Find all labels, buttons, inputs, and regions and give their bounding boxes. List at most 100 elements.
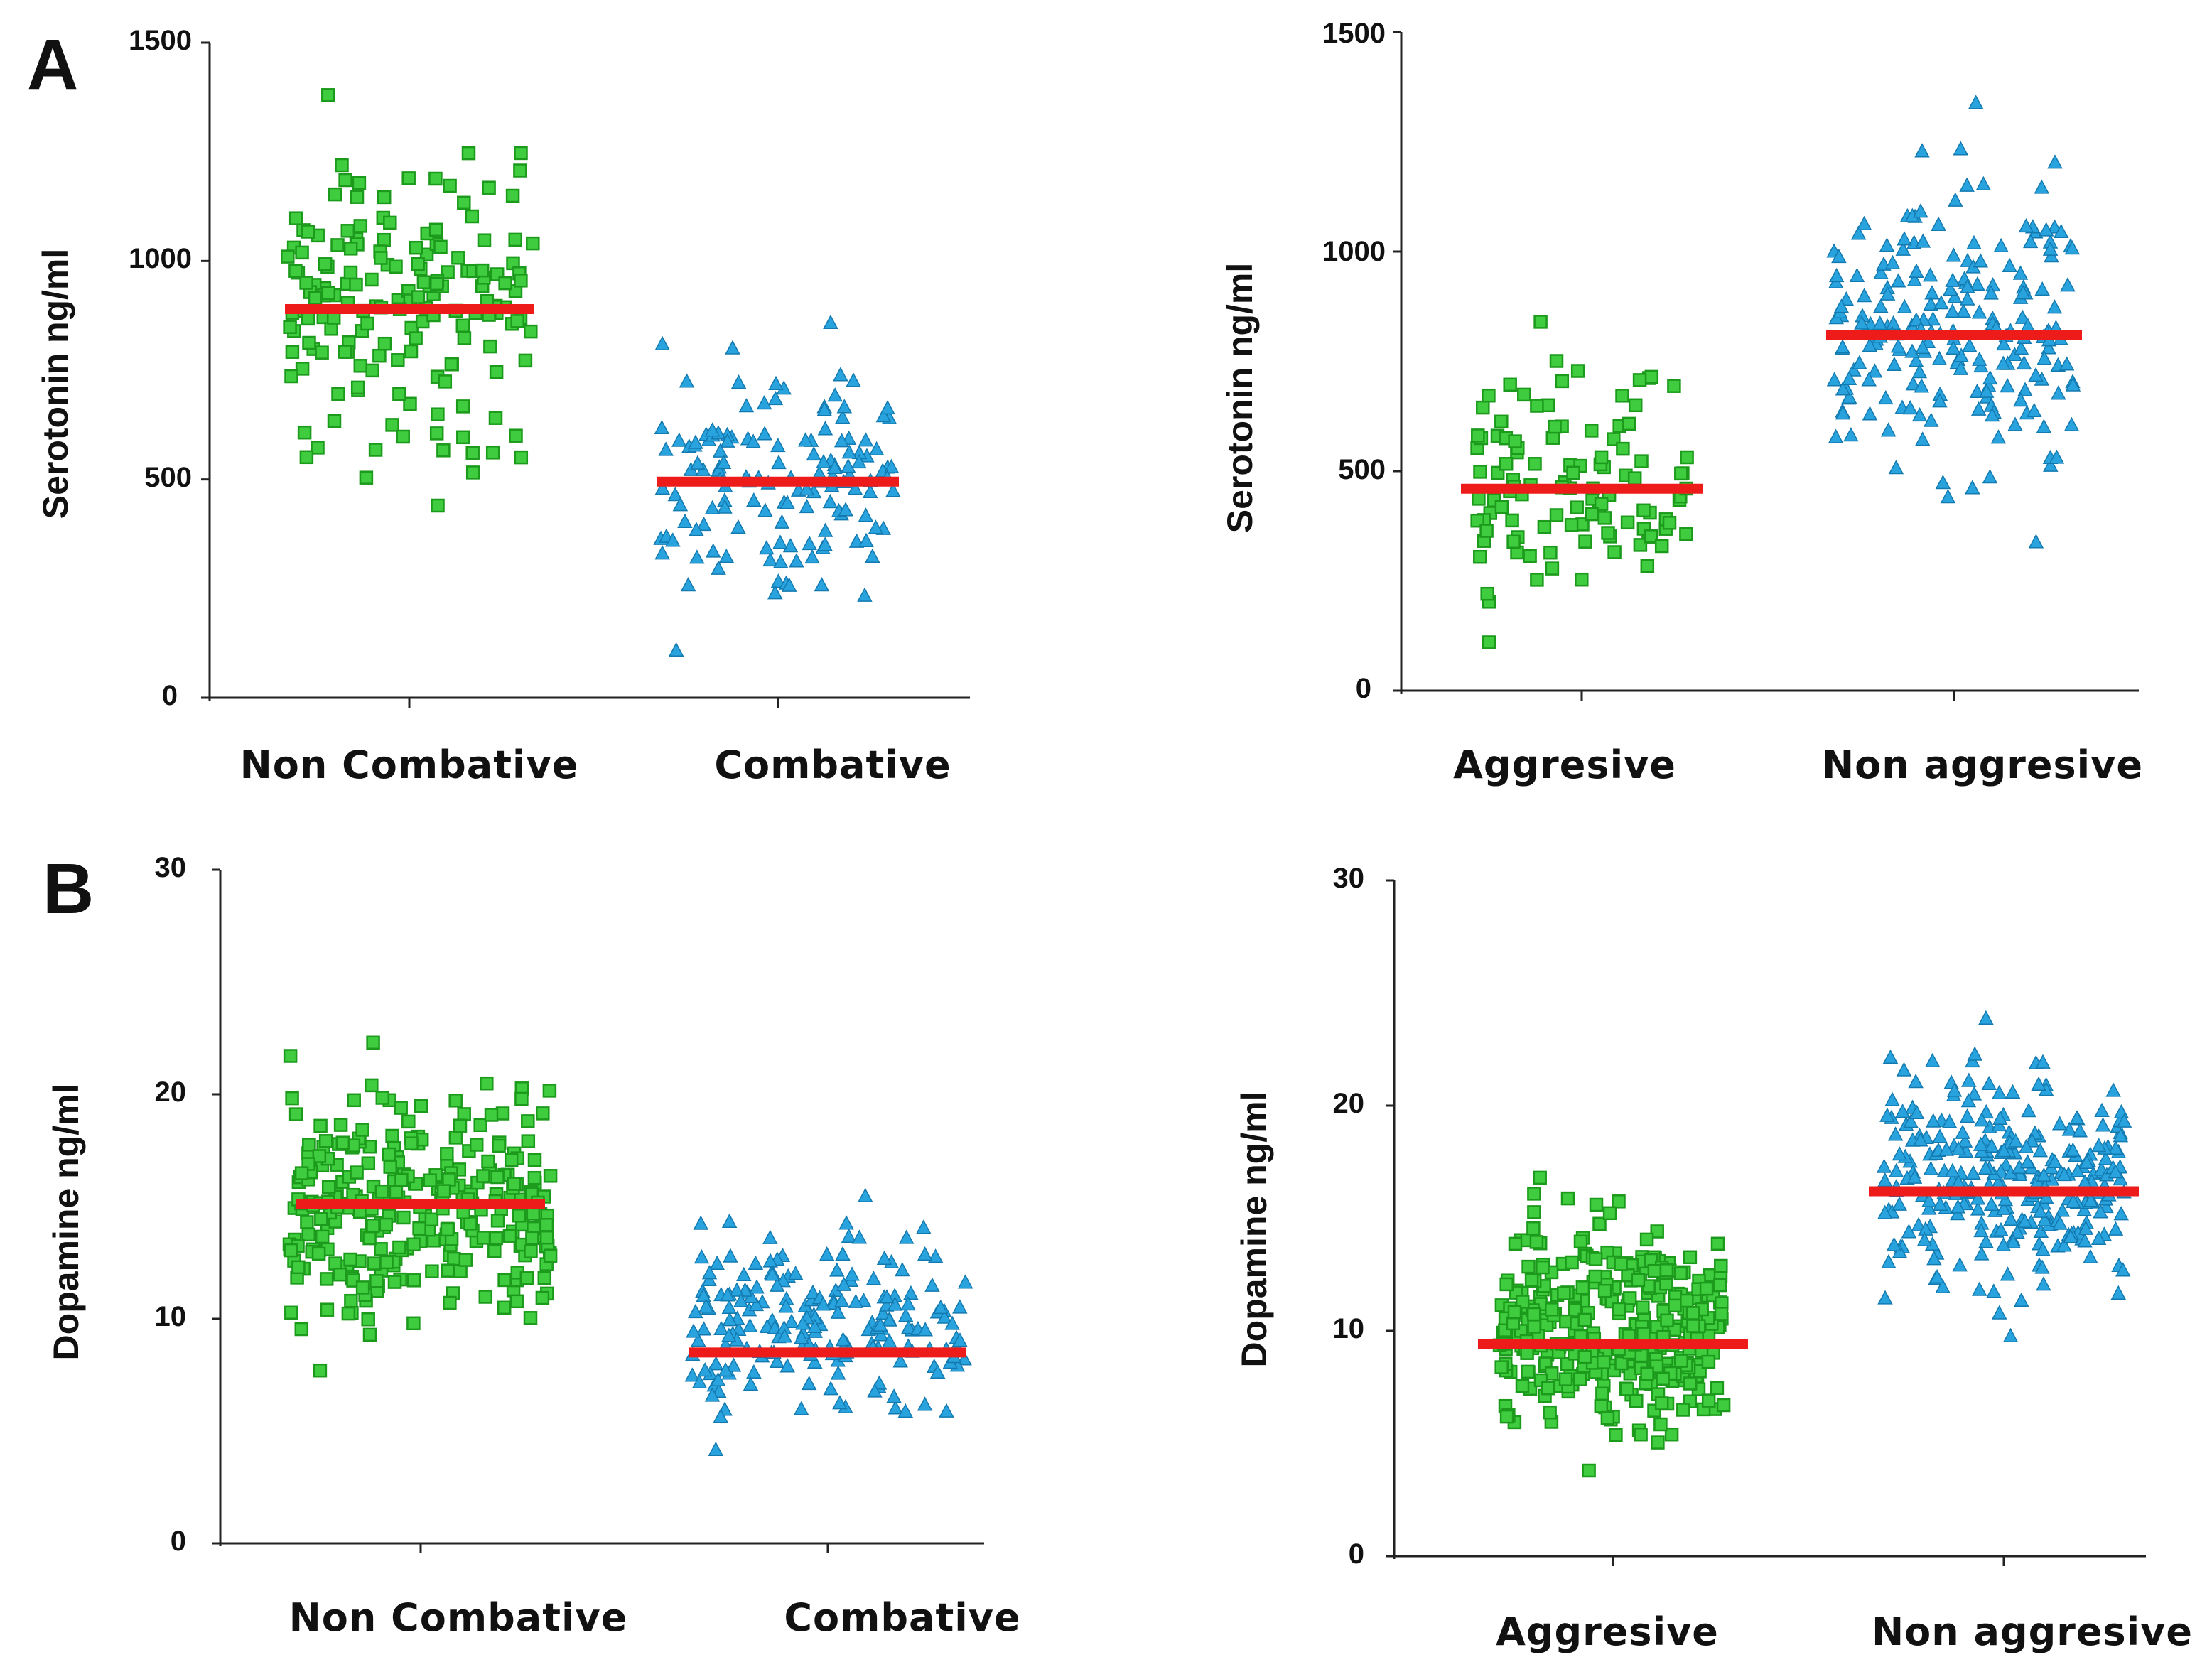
data-point-triangle — [1965, 1165, 1981, 1180]
data-point-square — [453, 1118, 468, 1133]
data-point-triangle — [815, 1296, 831, 1311]
data-point-triangle — [1972, 351, 1987, 366]
data-point-triangle — [2064, 240, 2081, 255]
data-point-square — [396, 429, 410, 444]
data-point-triangle — [668, 642, 684, 657]
data-point-triangle — [1926, 1251, 1942, 1266]
data-point-square — [440, 1222, 455, 1237]
data-point-triangle — [748, 1255, 764, 1271]
data-point-triangle — [851, 453, 867, 469]
data-point-triangle — [770, 437, 786, 453]
data-point-square — [1679, 527, 1693, 541]
data-point-square — [1620, 1382, 1634, 1396]
data-point-triangle — [886, 1388, 902, 1403]
data-point-square — [361, 1156, 376, 1170]
data-point-square — [321, 88, 335, 102]
data-point-triangle — [834, 409, 851, 424]
data-point-triangle — [888, 1400, 904, 1415]
data-point-triangle — [1945, 272, 1960, 287]
data-point-triangle — [2019, 1154, 2036, 1169]
data-point-triangle — [2034, 281, 2050, 296]
data-point-square — [1651, 1435, 1665, 1450]
data-point-triangle — [2036, 419, 2052, 433]
data-point-triangle — [2035, 1054, 2051, 1069]
data-point-triangle — [1867, 363, 1883, 378]
data-point-triangle — [1953, 141, 1969, 156]
data-point-triangle — [799, 481, 815, 496]
data-point-square — [1680, 450, 1694, 465]
data-point-triangle — [1955, 1124, 1970, 1139]
data-point-square — [1634, 1427, 1648, 1442]
data-point-square — [385, 418, 399, 432]
chart-dopamine-combative: Dopamine ng/ml 0 10 20 30 Non Combative … — [46, 852, 1020, 1640]
data-point-square — [375, 1091, 390, 1105]
data-point-triangle — [705, 543, 721, 558]
data-point-square — [477, 233, 492, 247]
data-point-triangle — [1978, 383, 1995, 398]
y-tick-label: 1500 — [1322, 18, 1386, 49]
data-point-triangle — [730, 374, 747, 389]
data-point-triangle — [1995, 355, 2011, 370]
data-point-triangle — [1908, 352, 1924, 367]
data-point-triangle — [939, 1403, 954, 1418]
data-point-triangle — [2051, 1116, 2068, 1131]
data-point-square — [1616, 441, 1630, 456]
data-point-square — [1537, 519, 1552, 534]
data-point-triangle — [806, 1318, 823, 1334]
data-point-square — [442, 1172, 456, 1187]
data-point-triangle — [1873, 264, 1889, 279]
data-point-square — [1612, 1302, 1626, 1317]
data-point-triangle — [1896, 1062, 1912, 1077]
data-point-triangle — [2069, 1110, 2085, 1125]
data-point-square — [1600, 1410, 1615, 1425]
data-point-triangle — [1879, 237, 1895, 252]
data-point-square — [1557, 1286, 1571, 1300]
data-point-triangle — [1835, 405, 1851, 420]
data-point-triangle — [848, 1293, 864, 1308]
data-point-triangle — [887, 1296, 903, 1311]
x-category-label: Combative — [714, 743, 951, 787]
data-point-triangle — [2007, 1133, 2024, 1148]
data-point-square — [461, 146, 476, 161]
data-point-square — [455, 318, 470, 333]
data-point-square — [1589, 1197, 1604, 1212]
data-point-square — [1479, 524, 1494, 538]
data-point-square — [1575, 572, 1589, 587]
data-point-square — [1506, 534, 1521, 549]
data-point-triangle — [718, 1362, 733, 1377]
data-point-square — [502, 1229, 517, 1243]
data-point-square — [1614, 1356, 1629, 1371]
data-point-triangle — [840, 458, 856, 473]
data-point-triangle — [881, 1333, 897, 1348]
data-point-triangle — [1978, 1160, 1994, 1175]
data-point-triangle — [1946, 247, 1962, 262]
data-point-triangle — [1961, 338, 1978, 352]
data-point-square — [1633, 538, 1648, 552]
data-point-triangle — [1946, 1082, 1963, 1097]
data-point-triangle — [2034, 1259, 2050, 1274]
data-point-square — [1636, 1327, 1651, 1341]
data-point-square — [312, 1149, 327, 1163]
data-point-square — [482, 180, 496, 195]
data-point-triangle — [917, 1396, 933, 1411]
data-point-square — [362, 1327, 377, 1342]
data-point-triangle — [704, 500, 721, 514]
data-point-triangle — [1955, 303, 1972, 318]
data-point-square — [1549, 508, 1564, 522]
data-point-square — [489, 365, 504, 379]
data-point-triangle — [2027, 402, 2042, 417]
data-point-triangle — [1841, 370, 1857, 385]
data-point-triangle — [701, 1271, 717, 1287]
data-point-triangle — [1982, 369, 1998, 385]
data-point-triangle — [1926, 1113, 1941, 1128]
data-point-square — [478, 1290, 493, 1304]
data-point-square — [367, 1256, 382, 1271]
data-point-square — [369, 1274, 384, 1288]
y-tick-label: 1000 — [129, 243, 192, 274]
data-point-square — [519, 1271, 534, 1285]
data-point-square — [457, 1107, 471, 1121]
data-point-triangle — [1879, 286, 1896, 301]
data-point-square — [353, 359, 368, 373]
data-point-triangle — [1931, 216, 1946, 231]
data-point-square — [536, 1106, 550, 1121]
